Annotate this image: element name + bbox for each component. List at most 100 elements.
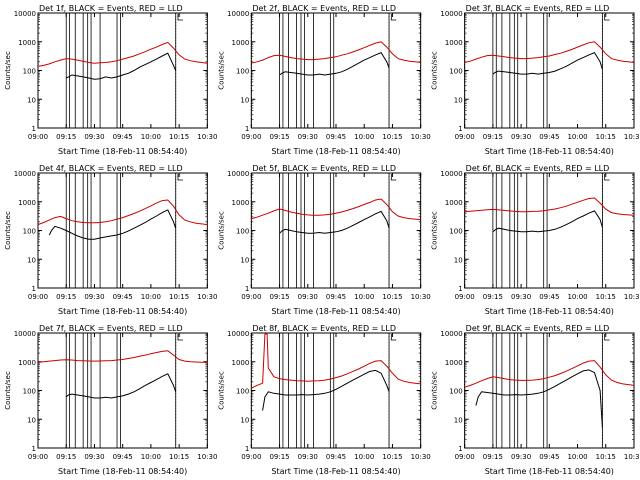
events-series-line (492, 210, 603, 233)
x-tick-label: 09:30 (298, 453, 318, 461)
x-axis-label: Start Time (18-Feb-11 08:54:40) (58, 147, 187, 156)
x-tick-label: 09:45 (113, 133, 133, 141)
x-axis-label: Start Time (18-Feb-11 08:54:40) (271, 307, 400, 316)
x-tick-label: 10:15 (382, 453, 402, 461)
y-tick-label: 1000 (445, 359, 463, 367)
y-axis-label: Counts/sec (431, 211, 439, 250)
x-tick-label: 09:15 (56, 453, 76, 461)
x-tick-label: 10:15 (596, 293, 616, 301)
corner-marker (604, 174, 610, 181)
x-tick-label: 10:30 (624, 453, 640, 461)
x-tick-label: 09:00 (455, 133, 475, 141)
chart-title: Det 8f, BLACK = Events, RED = LLD (252, 324, 396, 333)
lld-series-line (464, 360, 635, 388)
x-tick-label: 10:30 (197, 453, 217, 461)
x-tick-label: 09:30 (511, 453, 531, 461)
x-tick-label: 10:15 (169, 453, 189, 461)
x-tick-label: 09:15 (269, 293, 289, 301)
y-tick-label: 1000 (18, 199, 36, 207)
y-axis-label: Counts/sec (4, 371, 12, 410)
x-tick-label: 09:30 (511, 293, 531, 301)
x-tick-label: 09:00 (455, 453, 475, 461)
y-tick-label: 1 (32, 125, 36, 133)
x-tick-label: 09:30 (298, 293, 318, 301)
plot-frame (464, 12, 635, 129)
chart-title: Det 3f, BLACK = Events, RED = LLD (466, 4, 610, 13)
x-tick-label: 09:00 (241, 453, 261, 461)
chart-panel-4: Det 4f, BLACK = Events, RED = LLD Counts/… (4, 164, 217, 316)
y-tick-label: 1000 (232, 359, 250, 367)
chart-title: Det 7f, BLACK = Events, RED = LLD (39, 324, 183, 333)
y-tick-label: 1 (458, 285, 462, 293)
x-tick-label: 10:00 (354, 453, 374, 461)
events-series-line (262, 369, 390, 411)
x-tick-label: 10:30 (411, 293, 431, 301)
y-tick-label: 10 (240, 256, 249, 264)
y-tick-label: 10 (454, 416, 463, 424)
x-tick-label: 09:15 (269, 133, 289, 141)
y-axis-label: Counts/sec (217, 211, 225, 250)
y-tick-label: 100 (449, 68, 462, 76)
corner-marker (390, 14, 397, 21)
x-axis-label: Start Time (18-Feb-11 08:54:40) (485, 307, 614, 316)
x-tick-label: 09:15 (483, 133, 503, 141)
x-tick-label: 09:45 (539, 293, 559, 301)
x-tick-label: 09:45 (113, 453, 133, 461)
y-tick-label: 1000 (18, 39, 36, 47)
y-tick-label: 10000 (14, 330, 36, 338)
x-tick-label: 10:00 (141, 453, 161, 461)
chart-title: Det 4f, BLACK = Events, RED = LLD (39, 164, 183, 173)
y-axis-label: Counts/sec (4, 51, 12, 90)
y-axis-label: Counts/sec (217, 371, 225, 410)
x-tick-label: 09:30 (84, 453, 104, 461)
corner-marker (390, 334, 397, 341)
x-tick-label: 09:00 (28, 133, 48, 141)
y-tick-label: 1 (32, 445, 36, 453)
x-tick-label: 10:15 (382, 293, 402, 301)
x-tick-label: 10:15 (382, 133, 402, 141)
corner-marker (390, 174, 397, 181)
y-tick-label: 100 (449, 228, 462, 236)
x-tick-label: 09:45 (539, 133, 559, 141)
y-tick-label: 100 (236, 68, 249, 76)
x-tick-label: 09:30 (511, 133, 531, 141)
x-tick-label: 09:15 (56, 293, 76, 301)
y-tick-label: 1 (458, 445, 462, 453)
y-tick-label: 10 (27, 256, 36, 264)
events-series-line (65, 52, 177, 80)
y-tick-label: 1 (245, 125, 249, 133)
y-tick-label: 10000 (440, 330, 462, 338)
y-tick-label: 100 (23, 228, 36, 236)
x-tick-label: 09:45 (113, 293, 133, 301)
lld-series-line (464, 197, 635, 216)
x-tick-label: 09:15 (56, 133, 76, 141)
lld-series-line (37, 41, 208, 67)
x-tick-label: 09:45 (326, 453, 346, 461)
events-series-line (475, 369, 603, 428)
y-tick-label: 1000 (232, 199, 250, 207)
y-tick-label: 1000 (445, 199, 463, 207)
x-axis-label: Start Time (18-Feb-11 08:54:40) (58, 467, 187, 476)
x-tick-label: 10:15 (169, 293, 189, 301)
x-tick-label: 09:00 (455, 293, 475, 301)
y-tick-label: 1000 (445, 39, 463, 47)
events-series-line (48, 209, 177, 240)
y-axis-label: Counts/sec (431, 371, 439, 410)
y-axis-label: Counts/sec (431, 51, 439, 90)
x-axis-label: Start Time (18-Feb-11 08:54:40) (271, 147, 400, 156)
x-tick-label: 10:00 (567, 453, 587, 461)
plot-frame (250, 172, 422, 289)
x-tick-label: 09:30 (84, 133, 104, 141)
chart-title: Det 6f, BLACK = Events, RED = LLD (466, 164, 610, 173)
chart-title: Det 2f, BLACK = Events, RED = LLD (252, 4, 396, 13)
lld-series-line (251, 332, 421, 389)
y-tick-label: 10000 (227, 330, 249, 338)
corner-marker (604, 14, 610, 21)
x-tick-label: 10:00 (354, 133, 374, 141)
y-tick-label: 10000 (14, 170, 36, 178)
x-axis-label: Start Time (18-Feb-11 08:54:40) (485, 147, 614, 156)
x-tick-label: 10:15 (169, 133, 189, 141)
x-tick-label: 09:15 (269, 453, 289, 461)
lld-series-line (37, 350, 208, 363)
